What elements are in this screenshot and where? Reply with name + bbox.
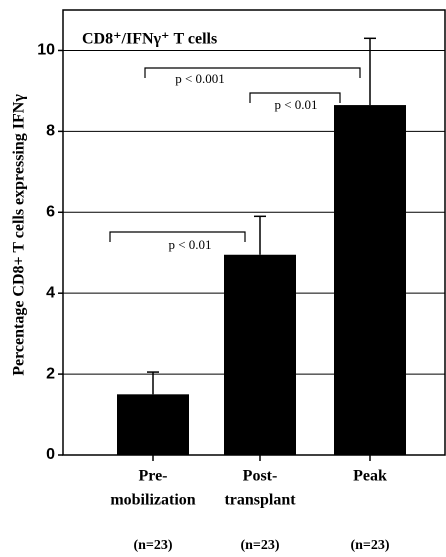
y-tick-label: 10	[37, 42, 55, 59]
x-tick-label: mobilization	[110, 492, 195, 509]
bar	[334, 105, 406, 456]
x-tick-label: Post-	[243, 468, 278, 485]
significance-bracket	[109, 231, 246, 242]
y-tick-label: 2	[46, 365, 55, 382]
significance-label: p < 0.001	[175, 71, 225, 86]
x-tick-label: Peak	[353, 468, 387, 485]
significance-label: p < 0.01	[168, 237, 211, 252]
bar	[117, 394, 189, 455]
bar	[224, 254, 296, 455]
y-tick-label: 4	[46, 284, 55, 301]
significance-bracket	[249, 92, 341, 103]
group-size: (n=23)	[240, 538, 279, 553]
group-size: (n=23)	[133, 538, 172, 553]
significance-bracket	[144, 67, 361, 78]
y-tick-label: 6	[46, 203, 55, 220]
y-tick-label: 0	[46, 446, 55, 463]
x-tick-label: transplant	[224, 492, 296, 509]
group-size: (n=23)	[350, 538, 389, 553]
y-tick-label: 8	[46, 123, 55, 140]
chart-title: CD8⁺/IFNγ⁺ T cells	[82, 31, 217, 48]
x-tick-label: Pre-	[138, 468, 167, 485]
significance-label: p < 0.01	[274, 97, 317, 112]
y-axis-label: Percentage CD8+ T cells expressing IFNγ	[11, 94, 28, 376]
